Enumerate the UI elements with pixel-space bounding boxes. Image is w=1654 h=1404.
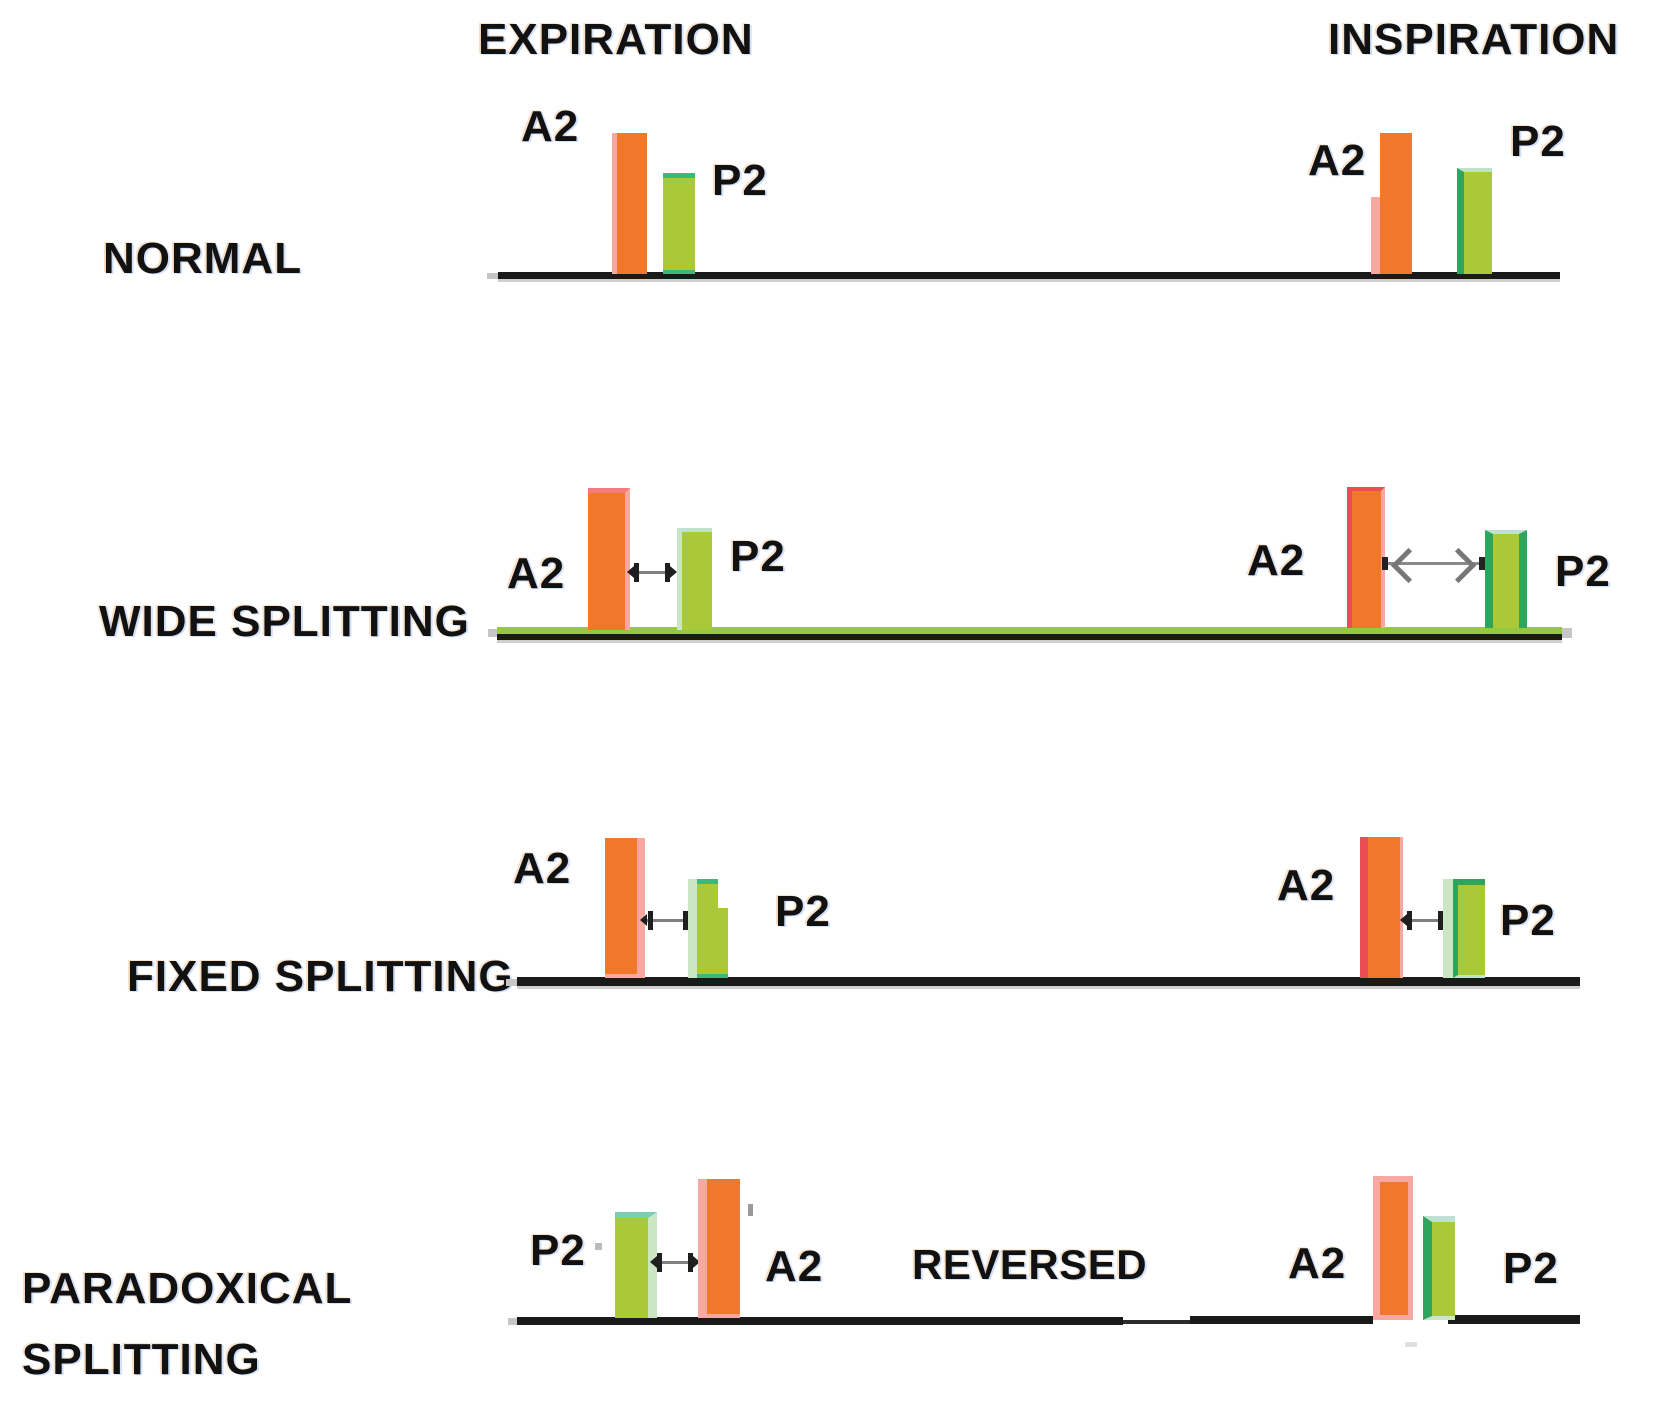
baseline-fixed — [517, 977, 1580, 986]
a2-bar — [1373, 1176, 1413, 1320]
p2-label: P2 — [1555, 547, 1611, 596]
baseline-paradoxical — [1190, 1316, 1373, 1324]
a2-bar — [588, 488, 630, 630]
a2-bar-shadow — [1371, 197, 1380, 274]
a2-bar — [1360, 837, 1403, 978]
ink-speck — [595, 1243, 602, 1250]
split-arrow-icon — [627, 562, 677, 584]
p2-label: P2 — [730, 532, 786, 581]
a2-label: A2 — [521, 102, 580, 151]
reversed-note: REVERSED — [912, 1241, 1148, 1288]
p2-label: P2 — [1510, 117, 1566, 166]
a2-bar — [612, 133, 647, 274]
ink-speck — [748, 1204, 753, 1216]
a2-bar — [698, 1179, 740, 1318]
baseline-step — [1123, 1320, 1190, 1324]
baseline-wide — [497, 634, 1562, 640]
baseline-tip — [506, 979, 517, 986]
a2-bar — [605, 838, 645, 978]
a2-label: A2 — [1277, 861, 1336, 910]
a2-bar — [1380, 133, 1412, 274]
a2-label: A2 — [1247, 536, 1306, 585]
p2-label: P2 — [1500, 896, 1556, 945]
p2-label: P2 — [1503, 1244, 1559, 1293]
row-label-fixed-splitting: FIXED SPLITTING — [127, 952, 514, 1001]
a2-label: A2 — [513, 844, 572, 893]
baseline-normal — [498, 272, 1560, 279]
expiration-title: EXPIRATION — [478, 15, 754, 64]
p2-label: P2 — [712, 156, 768, 205]
row-label-paradoxical-2: SPLITTING — [22, 1335, 261, 1384]
baseline-paradoxical — [1448, 1315, 1580, 1324]
a2-label: A2 — [1308, 136, 1367, 185]
a2-label: A2 — [765, 1242, 824, 1291]
p2-bar — [1485, 530, 1527, 628]
wide-split-arrow-icon — [1382, 546, 1485, 584]
p2-bar — [1423, 1216, 1455, 1320]
baseline-paradoxical — [517, 1317, 1123, 1325]
p2-bar — [677, 528, 712, 630]
p2-bar — [688, 879, 728, 978]
baseline-tip — [487, 273, 498, 279]
baseline-tip — [508, 1318, 517, 1325]
p2-label: P2 — [530, 1226, 586, 1275]
split-arrow-icon — [1400, 910, 1450, 932]
a2-label: A2 — [507, 549, 566, 598]
ink-speck — [1405, 1342, 1417, 1347]
p2-bar — [1457, 168, 1492, 274]
inspiration-title: INSPIRATION — [1328, 15, 1620, 64]
split-arrow-icon — [650, 1252, 700, 1274]
a2-bar — [1347, 487, 1385, 628]
baseline-tip — [1562, 628, 1572, 638]
row-label-paradoxical: PARADOXICAL — [22, 1264, 353, 1313]
row-label-normal: NORMAL — [103, 234, 303, 283]
a2-label: A2 — [1288, 1239, 1347, 1288]
baseline-tip — [488, 629, 497, 637]
row-label-wide-splitting: WIDE SPLITTING — [99, 597, 470, 646]
p2-bar — [1453, 879, 1485, 978]
p2-bar — [663, 173, 695, 274]
p2-label: P2 — [775, 887, 831, 936]
baseline-wide-green — [497, 627, 1562, 634]
